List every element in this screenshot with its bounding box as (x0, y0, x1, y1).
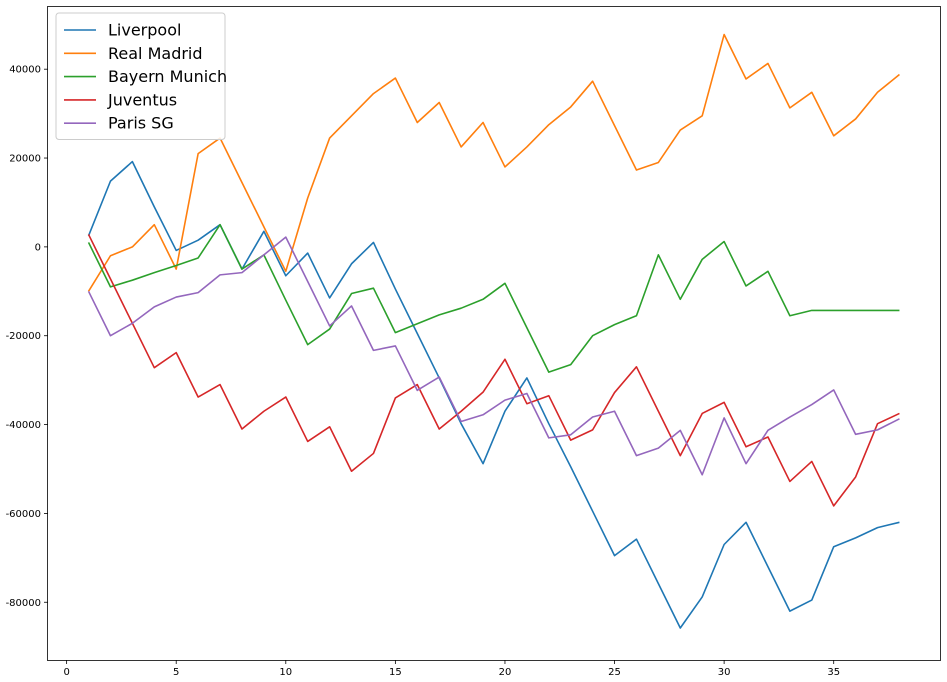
x-tick-label: 30 (718, 667, 731, 678)
x-tick-label: 15 (389, 667, 402, 678)
x-tick-label: 20 (499, 667, 512, 678)
legend-label: Juventus (107, 90, 177, 109)
series-line-juventus (87, 234, 900, 507)
series-line-paris-sg (87, 236, 900, 476)
x-tick-label: 0 (63, 667, 69, 678)
series-line-bayern-munich (87, 223, 900, 373)
y-tick-label: -20000 (6, 331, 41, 342)
y-tick-label: -40000 (6, 420, 41, 431)
y-tick-label: 0 (35, 242, 41, 253)
x-axis: 0 5 10 15 20 25 30 35 (63, 660, 840, 678)
legend-label: Real Madrid (108, 44, 203, 63)
y-axis: -80000 -60000 -40000 -20000 0 20000 40000 (6, 65, 48, 609)
y-tick-label: 20000 (9, 154, 41, 165)
legend: Liverpool Real Madrid Bayern Munich Juventu… (55, 12, 227, 140)
legend-label: Paris SG (108, 114, 174, 133)
legend-box (55, 12, 226, 140)
series-lines (87, 33, 900, 629)
legend-label: Liverpool (108, 21, 181, 40)
y-tick-label: -80000 (6, 598, 41, 609)
x-tick-label: 5 (173, 667, 179, 678)
x-tick-label: 25 (608, 667, 621, 678)
series-line-real-madrid (87, 33, 900, 292)
x-tick-label: 35 (827, 667, 840, 678)
legend-label: Bayern Munich (108, 67, 227, 86)
x-tick-label: 10 (279, 667, 292, 678)
y-tick-label: 40000 (9, 65, 41, 76)
y-tick-label: -60000 (6, 509, 41, 520)
